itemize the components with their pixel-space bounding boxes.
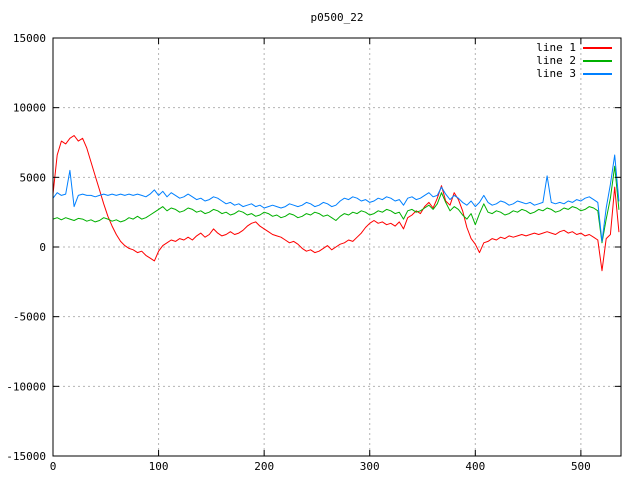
legend-label-line2: line 2 xyxy=(536,54,576,67)
y-tick-label: 5000 xyxy=(20,171,47,184)
legend-line-sample-line3 xyxy=(583,72,612,75)
series-line-3 xyxy=(52,154,620,242)
x-tick-label: 0 xyxy=(50,460,57,473)
legend-item-line1: line 1 xyxy=(520,41,612,54)
legend-item-line2: line 2 xyxy=(520,54,612,67)
y-tick-label: -5000 xyxy=(13,311,46,324)
y-tick-label: -15000 xyxy=(6,450,46,463)
series-line-2 xyxy=(52,165,620,244)
y-tick-label: 0 xyxy=(39,241,46,254)
y-tick-label: 15000 xyxy=(13,32,46,45)
y-tick-label: 10000 xyxy=(13,102,46,115)
series-line-1 xyxy=(52,135,620,272)
legend-label-line3: line 3 xyxy=(536,67,576,80)
x-tick-label: 400 xyxy=(465,460,485,473)
x-tick-label: 100 xyxy=(149,460,169,473)
legend-line-sample-line1 xyxy=(583,46,612,49)
axis-labels: 0 100 200 300 400 500 -15000 -10000 -5000 0 5000 10… xyxy=(6,32,591,473)
y-tick-label: -10000 xyxy=(6,380,46,393)
x-tick-label: 300 xyxy=(360,460,380,473)
legend: line 1 line 2 line 3 xyxy=(520,41,612,80)
x-tick-label: 500 xyxy=(571,460,591,473)
data-series xyxy=(52,135,620,272)
x-tick-label: 200 xyxy=(254,460,274,473)
gridlines xyxy=(53,38,621,456)
legend-item-line3: line 3 xyxy=(520,67,612,80)
legend-line-sample-line2 xyxy=(583,59,612,62)
legend-label-line1: line 1 xyxy=(536,41,576,54)
axis-ticks xyxy=(52,37,621,457)
chart-title: p0500_22 xyxy=(311,11,364,24)
